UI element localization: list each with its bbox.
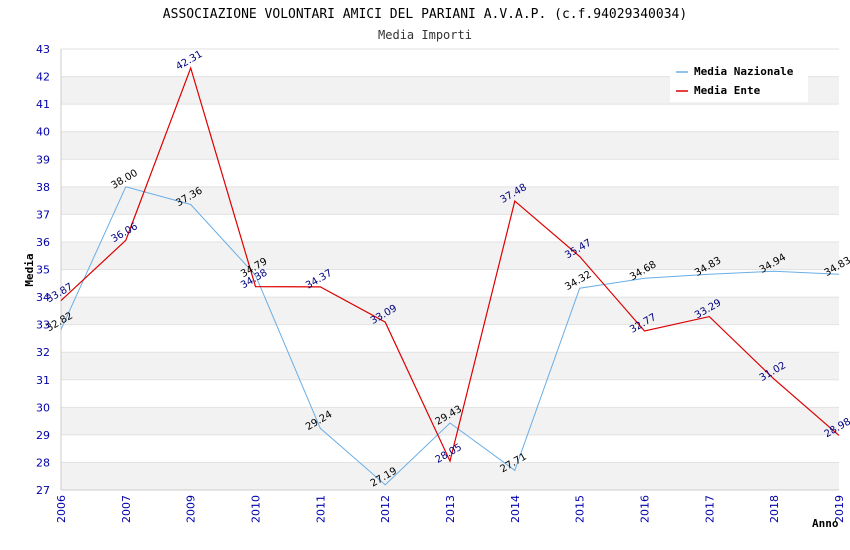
- plot-band: [61, 324, 839, 353]
- y-tick-label: 30: [36, 401, 50, 414]
- x-tick-label: 2017: [703, 495, 716, 523]
- x-tick-label: 2012: [379, 495, 392, 523]
- x-tick-label: 2019: [833, 495, 846, 523]
- x-tick-label: 2016: [639, 495, 652, 523]
- y-axis-label: Media: [23, 253, 36, 286]
- x-tick-label: 2006: [55, 495, 68, 523]
- y-axis-ticks: 27 28 29 30 31 32 33 34 35 36 37 38 39 40 41 42 43: [36, 43, 50, 497]
- x-tick-label: 2015: [574, 495, 587, 523]
- plot-band: [61, 462, 839, 490]
- plot-band: [61, 297, 839, 325]
- plot-band: [61, 352, 839, 380]
- plot-band: [61, 131, 839, 160]
- y-tick-label: 41: [36, 98, 50, 111]
- plot-band: [61, 159, 839, 187]
- x-tick-label: 2009: [185, 495, 198, 523]
- y-tick-label: 37: [36, 208, 50, 221]
- x-tick-label: 2018: [768, 495, 781, 523]
- x-tick-label: 2013: [444, 495, 457, 523]
- y-tick-label: 27: [36, 484, 50, 497]
- legend-label-ente: Media Ente: [694, 84, 761, 97]
- y-tick-label: 33: [36, 319, 50, 332]
- series-line-nazionale: [60, 186, 840, 486]
- plot-band: [61, 104, 839, 132]
- plot-band: [61, 407, 839, 435]
- plot-band: [61, 434, 839, 463]
- y-tick-label: 34: [36, 291, 50, 304]
- x-tick-label: 2010: [250, 495, 263, 523]
- y-tick-label: 39: [36, 153, 50, 166]
- y-tick-label: 43: [36, 43, 50, 56]
- y-tick-label: 31: [36, 374, 50, 387]
- y-tick-label: 28: [36, 456, 50, 469]
- plot-band: [61, 379, 839, 408]
- chart-title: ASSOCIAZIONE VOLONTARI AMICI DEL PARIANI…: [163, 7, 687, 22]
- series-line-ente: [60, 66, 840, 463]
- y-tick-label: 35: [36, 264, 50, 277]
- plot-band: [61, 241, 839, 270]
- legend: Media Nazionale Media Ente: [670, 60, 808, 102]
- plot-band: [61, 186, 839, 215]
- y-tick-label: 36: [36, 236, 50, 249]
- y-tick-label: 38: [36, 181, 50, 194]
- legend-box: [670, 60, 808, 102]
- legend-label-nazionale: Media Nazionale: [694, 65, 794, 78]
- plot-band: [61, 214, 839, 242]
- y-tick-label: 42: [36, 71, 50, 84]
- x-axis-ticks: 2006 2007 2009 2010 2011 2012 2013 2014 2015 2016…: [55, 495, 846, 523]
- chart-subtitle: Media Importi: [378, 28, 472, 42]
- x-tick-label: 2007: [120, 495, 133, 523]
- y-tick-label: 32: [36, 346, 50, 359]
- y-tick-label: 40: [36, 126, 50, 139]
- plot-bands: [61, 49, 839, 490]
- y-tick-label: 29: [36, 429, 50, 442]
- series-lines: [60, 66, 840, 486]
- x-tick-label: 2011: [314, 495, 327, 523]
- x-axis-label: Anno: [812, 517, 839, 530]
- x-tick-label: 2014: [509, 495, 522, 523]
